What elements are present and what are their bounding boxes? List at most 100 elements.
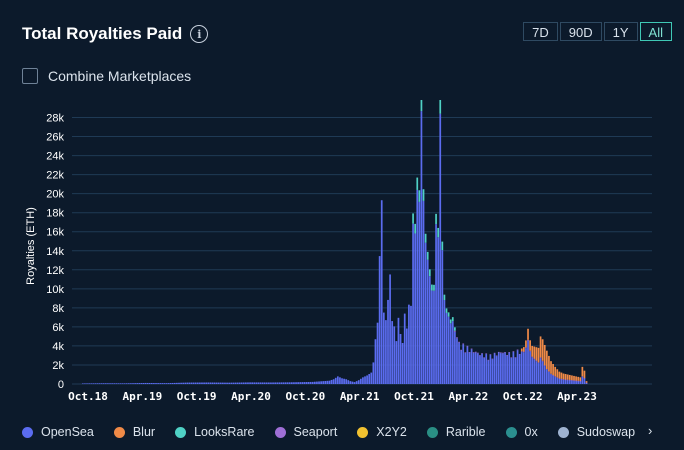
bar-opensea[interactable] [387, 299, 389, 384]
bar-opensea[interactable] [437, 237, 440, 384]
bar-opensea[interactable] [347, 380, 350, 384]
bar-seaport[interactable] [562, 379, 565, 380]
bar-opensea[interactable] [518, 354, 521, 384]
bar-seaport[interactable] [556, 377, 559, 378]
bar-opensea[interactable] [403, 313, 406, 384]
bar-opensea[interactable] [127, 383, 130, 384]
bar-opensea[interactable] [418, 201, 421, 384]
bar-opensea[interactable] [525, 348, 527, 384]
bar-blur[interactable] [525, 340, 527, 348]
bar-opensea[interactable] [449, 323, 452, 384]
bar-opensea[interactable] [303, 382, 306, 384]
bar-opensea[interactable] [259, 382, 262, 384]
bar-opensea[interactable] [451, 321, 454, 384]
bar-opensea[interactable] [416, 189, 419, 384]
bar-opensea[interactable] [508, 352, 511, 384]
bar-opensea[interactable] [405, 328, 408, 384]
bar-opensea[interactable] [520, 352, 523, 384]
bar-opensea[interactable] [88, 383, 90, 384]
bar-opensea[interactable] [100, 383, 103, 384]
bar-opensea[interactable] [236, 382, 239, 384]
bar-blur[interactable] [571, 375, 573, 381]
bar-opensea[interactable] [186, 382, 189, 384]
bar-seaport[interactable] [571, 380, 573, 381]
bar-opensea[interactable] [299, 382, 302, 384]
bar-opensea[interactable] [203, 382, 205, 384]
bar-opensea[interactable] [491, 359, 494, 384]
bar-opensea[interactable] [472, 352, 475, 384]
bar-blur[interactable] [556, 369, 559, 378]
legend-item-seaport[interactable]: Seaport [274, 425, 337, 439]
bar-opensea[interactable] [311, 381, 314, 384]
range-button-90d[interactable]: 90D [559, 22, 602, 41]
bar-opensea[interactable] [169, 383, 172, 384]
bar-opensea[interactable] [345, 379, 348, 384]
bar-opensea[interactable] [142, 382, 145, 384]
bar-opensea[interactable] [389, 274, 391, 384]
bar-opensea[interactable] [173, 382, 176, 384]
bar-opensea[interactable] [460, 350, 463, 384]
bar-opensea[interactable] [138, 383, 141, 384]
bar-opensea[interactable] [130, 383, 132, 384]
bar-opensea[interactable] [190, 382, 193, 384]
bar-seaport[interactable] [468, 352, 471, 353]
bar-opensea[interactable] [148, 382, 151, 384]
range-button-7d[interactable]: 7D [523, 22, 558, 41]
bar-opensea[interactable] [113, 383, 116, 384]
bar-opensea[interactable] [132, 383, 134, 384]
bar-opensea[interactable] [380, 200, 383, 384]
bar-opensea[interactable] [573, 380, 575, 384]
bar-looksrare[interactable] [412, 213, 414, 224]
bar-opensea[interactable] [268, 382, 270, 384]
range-button-1y[interactable]: 1Y [603, 22, 638, 41]
bar-opensea[interactable] [456, 338, 458, 384]
bar-opensea[interactable] [211, 382, 214, 384]
bar-opensea[interactable] [261, 382, 264, 384]
bar-opensea[interactable] [209, 382, 212, 384]
bar-seaport[interactable] [487, 359, 490, 361]
bar-opensea[interactable] [226, 382, 228, 384]
bar-opensea[interactable] [157, 383, 159, 384]
bar-blur[interactable] [533, 346, 536, 359]
bar-opensea[interactable] [522, 352, 525, 384]
bar-opensea[interactable] [426, 259, 429, 384]
bar-opensea[interactable] [539, 358, 542, 384]
bar-opensea[interactable] [464, 352, 467, 384]
bar-opensea[interactable] [510, 357, 513, 384]
bar-seaport[interactable] [489, 354, 492, 355]
bar-opensea[interactable] [245, 382, 247, 384]
bar-opensea[interactable] [529, 351, 531, 384]
bar-seaport[interactable] [566, 379, 569, 381]
bar-opensea[interactable] [251, 382, 254, 384]
bar-opensea[interactable] [401, 343, 404, 384]
bar-opensea[interactable] [359, 378, 362, 384]
bar-opensea[interactable] [585, 382, 588, 384]
bar-blur[interactable] [543, 344, 546, 366]
bar-opensea[interactable] [207, 382, 210, 384]
bar-opensea[interactable] [134, 383, 136, 384]
bar-looksrare[interactable] [416, 177, 419, 190]
bar-opensea[interactable] [140, 383, 143, 384]
bar-looksrare[interactable] [424, 233, 427, 243]
bar-opensea[interactable] [182, 382, 185, 384]
bar-opensea[interactable] [481, 353, 483, 384]
bar-seaport[interactable] [483, 357, 485, 359]
bar-opensea[interactable] [324, 380, 327, 384]
bar-seaport[interactable] [537, 362, 540, 364]
bar-opensea[interactable] [422, 200, 425, 384]
bar-opensea[interactable] [414, 233, 417, 384]
bar-opensea[interactable] [295, 382, 297, 384]
bar-seaport[interactable] [579, 381, 582, 382]
bar-opensea[interactable] [351, 381, 354, 384]
bar-opensea[interactable] [512, 351, 515, 384]
bar-seaport[interactable] [514, 357, 517, 358]
bar-opensea[interactable] [178, 382, 180, 384]
bar-seaport[interactable] [552, 375, 554, 376]
bar-opensea[interactable] [291, 382, 293, 384]
bar-blur[interactable] [581, 366, 584, 377]
bar-opensea[interactable] [318, 381, 320, 384]
bar-opensea[interactable] [343, 378, 345, 384]
bar-seaport[interactable] [502, 352, 504, 354]
bar-seaport[interactable] [554, 376, 557, 377]
bar-opensea[interactable] [288, 382, 291, 384]
